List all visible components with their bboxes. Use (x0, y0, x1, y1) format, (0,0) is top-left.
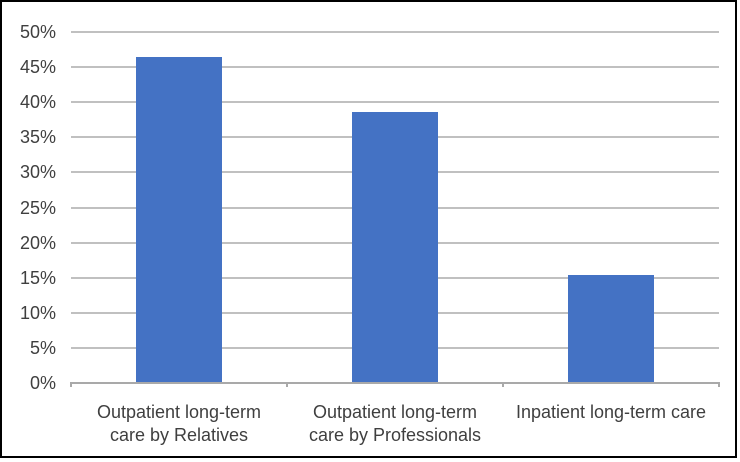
x-axis-tick (718, 382, 720, 387)
x-axis-line (71, 382, 719, 384)
y-axis-tick-label: 30% (19, 162, 56, 183)
x-axis-category-label-line: care by Relatives (109, 425, 249, 445)
x-axis-category-label: Outpatient long-term care by Professional… (281, 401, 509, 447)
x-axis-tick (286, 382, 288, 387)
gridline (71, 66, 719, 69)
x-axis-category-label: Outpatient long-term care by Relatives (65, 401, 293, 447)
y-axis-tick-label: 0% (29, 373, 56, 393)
y-axis-tick-label: 5% (29, 337, 56, 358)
gridline (71, 31, 719, 33)
x-axis-category-label: Inpatient long-term care (497, 401, 725, 424)
bar (568, 275, 654, 382)
x-axis-tick (70, 382, 72, 387)
y-axis-tick-label: 40% (19, 92, 56, 113)
y-axis-tick-label: 20% (19, 232, 56, 253)
gridline (71, 101, 719, 104)
bar (136, 57, 222, 382)
y-axis-tick-label: 45% (19, 57, 56, 78)
x-axis-category-label-line: Outpatient long-term (312, 402, 478, 422)
y-axis-tick-label: 25% (19, 197, 56, 218)
bar (352, 112, 438, 382)
x-axis-category-label-line: Inpatient long-term care (515, 402, 707, 422)
x-axis-category-label-line: Outpatient long-term (96, 402, 262, 422)
x-axis-tick (502, 382, 504, 387)
x-axis-category-label-line: care by Professionals (308, 425, 482, 445)
y-axis-tick-label: 10% (19, 302, 56, 323)
y-axis-tick-label: 50% (19, 22, 56, 42)
y-axis-tick-label: 15% (19, 267, 56, 288)
y-axis-tick-label: 35% (19, 127, 56, 148)
